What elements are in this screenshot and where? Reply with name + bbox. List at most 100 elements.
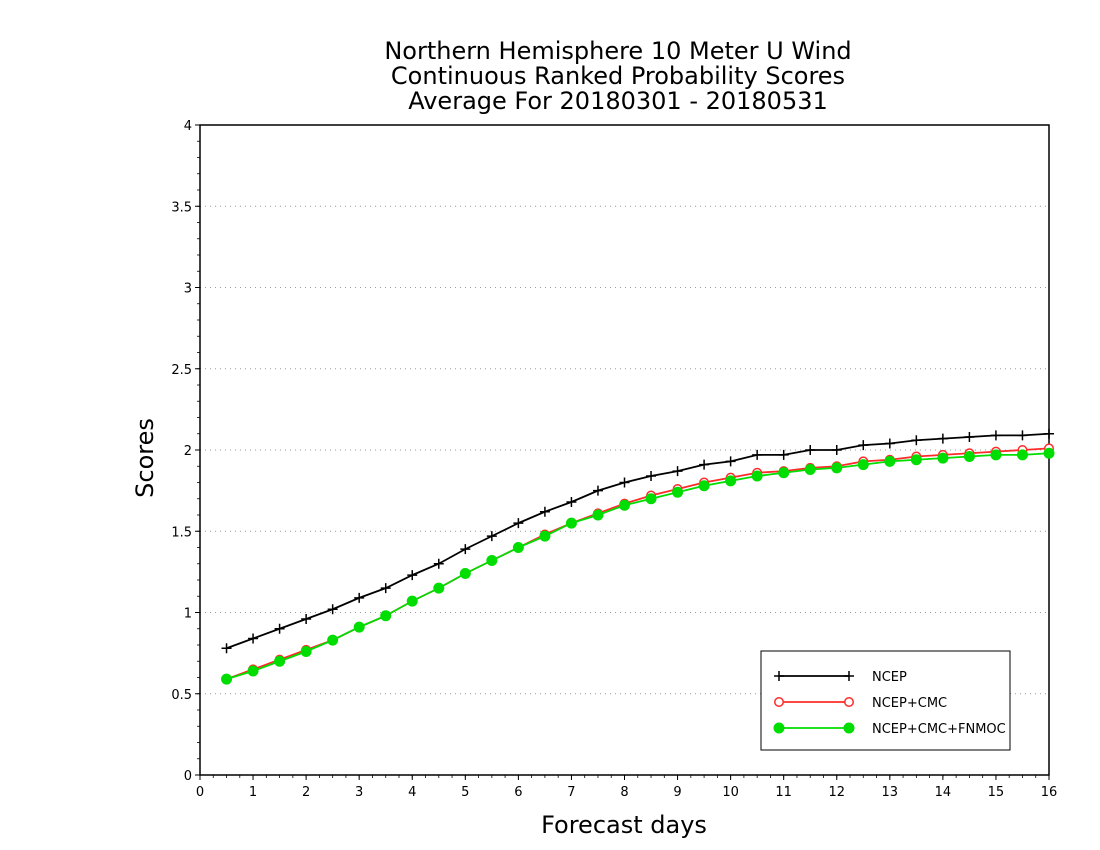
plus-marker [221, 643, 232, 654]
x-tick-label: 7 [567, 785, 575, 800]
legend-label: NCEP [872, 670, 907, 685]
x-tick-label: 13 [882, 785, 899, 800]
series-0 [221, 428, 1054, 654]
filled-circle-marker [937, 452, 949, 464]
plus-marker [964, 432, 975, 442]
x-axis-label: Forecast days [541, 811, 707, 839]
plus-marker [1044, 428, 1054, 439]
filled-circle-marker [433, 582, 445, 594]
plus-marker [805, 445, 816, 455]
filled-circle-marker [247, 665, 259, 677]
filled-circle-marker [857, 459, 869, 471]
y-tick-label: 3 [184, 282, 192, 297]
plus-marker [327, 604, 338, 615]
x-tick-label: 5 [461, 785, 469, 800]
x-tick-label: 9 [673, 785, 681, 800]
filled-circle-marker [486, 555, 498, 566]
plus-marker [486, 531, 497, 542]
filled-circle-marker [1016, 449, 1028, 461]
filled-circle-marker [406, 595, 418, 607]
filled-circle-marker [843, 722, 855, 734]
filled-circle-marker [539, 530, 551, 542]
y-tick-label: 3.5 [171, 200, 192, 215]
x-tick-label: 0 [196, 785, 204, 800]
plus-marker [592, 485, 603, 496]
y-tick-label: 1.5 [171, 525, 192, 540]
filled-circle-marker [910, 454, 922, 466]
filled-circle-marker [565, 517, 577, 529]
plus-marker [911, 435, 922, 446]
plus-marker [619, 477, 630, 488]
filled-circle-marker [672, 486, 684, 498]
x-tick-label: 1 [249, 785, 257, 800]
filled-circle-marker [353, 621, 365, 633]
plus-marker [725, 456, 736, 467]
open-circle-marker [774, 697, 784, 707]
plus-marker [407, 570, 418, 581]
plus-marker [354, 592, 365, 603]
filled-circle-marker [804, 464, 816, 475]
filled-circle-marker [619, 499, 630, 511]
legend: NCEP NCEP+CMC NCEP+CMC+FNMOC [760, 650, 1011, 751]
legend-entry: NCEP [774, 670, 907, 685]
chart-title-line-1: Northern Hemisphere 10 Meter U Wind [384, 37, 852, 65]
series-line [226, 452, 1050, 680]
axis-ticks: 00.511.522.533.540 1 2 3 4 5 6 7 8 9 10 11 12 13 14 15 1… [171, 119, 1057, 800]
plus-marker [990, 430, 1001, 441]
filled-circle-marker [221, 673, 233, 685]
plus-marker [884, 438, 895, 449]
plus-marker [539, 506, 550, 517]
x-tick-label: 16 [1041, 785, 1058, 800]
plus-marker [858, 440, 869, 451]
gridlines [200, 205, 1049, 695]
filled-circle-marker [990, 449, 1002, 461]
plus-marker [248, 633, 259, 644]
x-tick-label: 12 [828, 785, 845, 800]
plus-marker [566, 497, 577, 507]
legend-entry: NCEP+CMC+FNMOC [773, 722, 1006, 737]
chart-title-line-3: Average For 20180301 - 20180531 [408, 87, 828, 115]
filled-circle-marker [592, 509, 604, 521]
legend-label: NCEP+CMC+FNMOC [872, 722, 1006, 737]
plus-marker [433, 558, 444, 569]
plus-marker [778, 449, 789, 460]
x-tick-label: 6 [514, 785, 522, 800]
x-tick-label: 3 [355, 785, 363, 800]
y-tick-label: 2.5 [171, 363, 192, 378]
open-circle-marker [844, 697, 854, 707]
y-tick-label: 0 [184, 769, 192, 784]
plus-marker [774, 671, 784, 681]
y-axis-label: Scores [131, 418, 159, 498]
filled-circle-marker [698, 480, 710, 492]
y-tick-label: 0.5 [171, 688, 192, 703]
plus-marker [672, 466, 683, 477]
filled-circle-marker [459, 568, 471, 579]
filled-circle-marker [831, 462, 843, 474]
series-line [226, 447, 1050, 680]
series-2 [221, 447, 1055, 685]
x-tick-label: 14 [935, 785, 952, 800]
x-tick-label: 4 [408, 785, 416, 800]
plus-marker [699, 459, 710, 470]
legend-entry: NCEP+CMC [774, 696, 947, 711]
filled-circle-marker [884, 455, 896, 467]
legend-box [760, 650, 1011, 751]
filled-circle-marker [327, 634, 339, 646]
x-tick-label: 8 [620, 785, 628, 800]
plus-marker [752, 449, 763, 460]
filled-circle-marker [963, 451, 975, 462]
plus-marker [274, 623, 285, 634]
plus-marker [460, 544, 471, 555]
y-tick-label: 2 [184, 444, 192, 459]
plus-marker [380, 583, 391, 594]
filled-circle-marker [778, 467, 790, 479]
x-tick-label: 10 [722, 785, 739, 800]
x-tick-label: 2 [302, 785, 310, 800]
y-tick-label: 4 [184, 119, 192, 134]
x-tick-label: 15 [988, 785, 1005, 800]
filled-circle-marker [1043, 447, 1055, 459]
filled-circle-marker [380, 610, 392, 622]
plus-marker [301, 614, 312, 624]
plus-marker [937, 433, 948, 444]
